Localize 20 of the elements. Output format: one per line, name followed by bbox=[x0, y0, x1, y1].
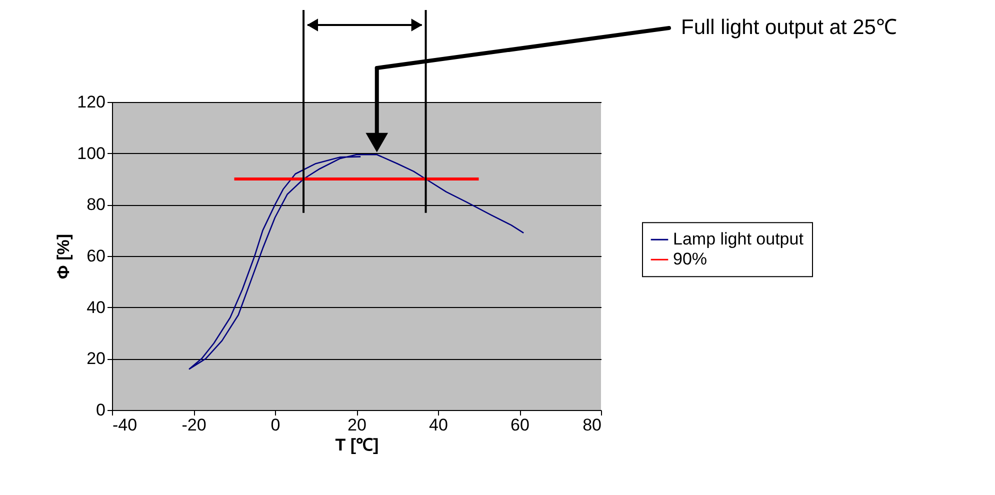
y-tick-label: 100 bbox=[77, 144, 106, 163]
text: Full light output at 25℃ bbox=[681, 16, 897, 39]
y-tick-label: 0 bbox=[96, 400, 106, 420]
x-tick-label: 80 bbox=[582, 416, 602, 434]
line-series bbox=[188, 154, 524, 370]
y-tick-label: 60 bbox=[86, 246, 106, 266]
y-axis-title: Φ [%] bbox=[54, 234, 74, 280]
y-tick-label: 20 bbox=[86, 349, 106, 368]
y-tick-label: 120 bbox=[77, 92, 106, 112]
x-tick-label: 40 bbox=[429, 416, 448, 434]
legend-label: Lamp light output bbox=[673, 230, 804, 249]
x-tick-label: -40 bbox=[112, 416, 138, 434]
x-tick-label: 20 bbox=[348, 416, 366, 434]
y-tick-label: 40 bbox=[86, 298, 106, 317]
x-tick-label: 0 bbox=[270, 416, 280, 434]
x-axis-title: T [℃] bbox=[335, 436, 379, 454]
x-tick-label: -20 bbox=[182, 416, 206, 434]
legend-label: 90% bbox=[673, 250, 708, 269]
x-tick-label: 60 bbox=[510, 416, 530, 434]
y-tick-label: 80 bbox=[86, 195, 106, 214]
